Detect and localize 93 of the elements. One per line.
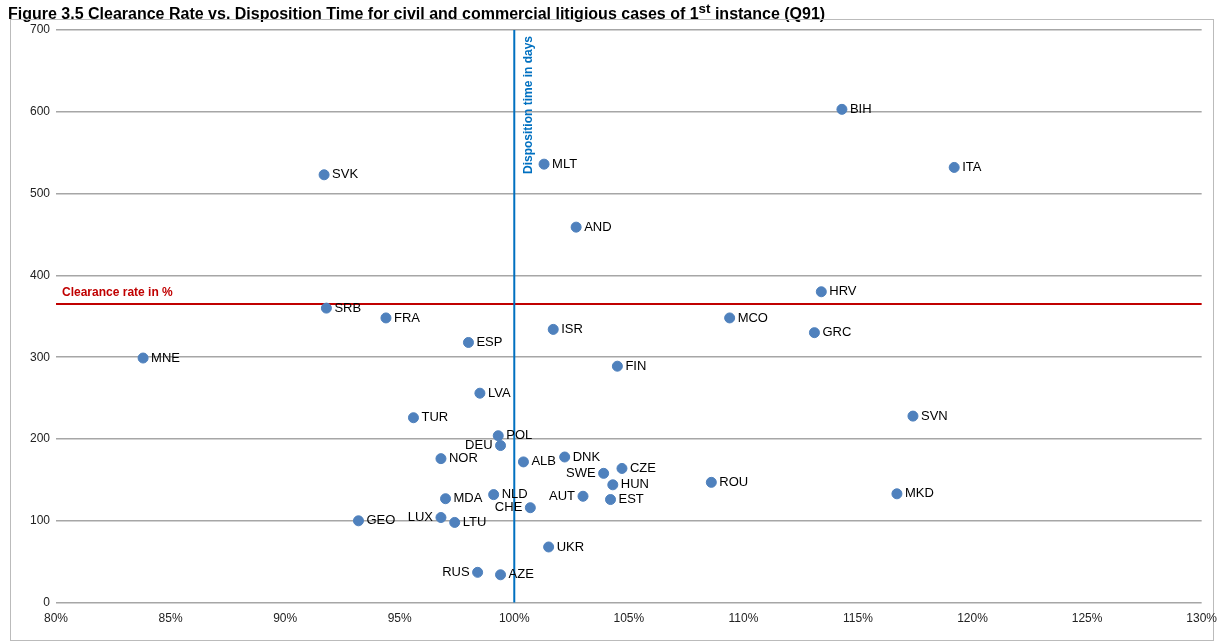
point <box>318 169 330 181</box>
series-label: SVK <box>332 166 359 182</box>
point <box>462 336 474 348</box>
point <box>435 512 447 524</box>
y-tick-label: 500 <box>29 185 51 200</box>
point <box>517 456 529 468</box>
series-label: HRV <box>829 283 857 299</box>
point <box>607 479 619 491</box>
y-tick-label: 400 <box>29 267 51 282</box>
point <box>538 158 550 170</box>
point <box>380 312 392 324</box>
x-tick-label: 115% <box>843 611 874 626</box>
point <box>495 569 507 581</box>
y-tick-label: 0 <box>43 594 51 609</box>
series-label: SVN <box>920 407 948 423</box>
ref-line-label: Disposition time in days <box>520 35 535 175</box>
x-tick-label: 100% <box>498 611 530 626</box>
series-label: MDA <box>453 490 483 506</box>
series-label: GEO <box>366 512 396 528</box>
x-tick-label: 80% <box>44 611 69 626</box>
series-label: ITA <box>962 159 982 174</box>
series-label: SWE <box>566 464 596 480</box>
series-label: NOR <box>448 450 478 466</box>
series-label: MLT <box>552 155 578 171</box>
point <box>352 515 364 527</box>
series-label: FRA <box>393 309 421 325</box>
series-label: BIH <box>849 100 872 116</box>
y-tick-label: 600 <box>29 104 51 119</box>
series-label: MKD <box>904 485 934 501</box>
series-label: FIN <box>625 357 647 373</box>
point <box>472 566 484 578</box>
point <box>907 410 919 422</box>
series-label: ESP <box>476 334 503 350</box>
y-tick-label: 100 <box>29 513 51 528</box>
series-label: AUT <box>549 487 576 503</box>
point <box>808 327 820 339</box>
series-label: CZE <box>629 460 657 476</box>
point <box>474 387 486 399</box>
x-tick-label: 95% <box>387 611 413 626</box>
ref-line-label: Clearance rate in % <box>62 285 174 300</box>
point <box>891 488 903 500</box>
point <box>616 462 628 474</box>
chart-title: Figure 3.5 Clearance Rate vs. Disposition Time for civil and commercial litigious cases of 1$^{st}$ instance (Q91) <box>8 0 827 24</box>
point <box>449 516 461 528</box>
series-label: LVA <box>487 384 511 400</box>
y-tick-label: 300 <box>29 349 51 364</box>
series-label: ROU <box>719 473 749 489</box>
x-tick-label: 85% <box>158 611 183 626</box>
x-tick-label: 90% <box>273 611 298 626</box>
x-tick-label: 120% <box>957 611 989 626</box>
point <box>547 323 559 335</box>
point <box>705 476 717 488</box>
series-label: RUS <box>442 563 470 579</box>
series-label: DNK <box>572 448 601 464</box>
point <box>524 502 536 514</box>
point <box>407 412 419 424</box>
series-label: ALB <box>531 453 557 469</box>
point <box>137 352 149 364</box>
point <box>495 440 507 452</box>
point <box>948 161 960 173</box>
series-label: MCO <box>737 309 768 325</box>
series-label: GRC <box>822 324 852 340</box>
series-label: EST <box>618 491 644 507</box>
point <box>605 494 617 506</box>
series-label: ISR <box>561 320 583 336</box>
x-tick-label: 110% <box>728 611 759 626</box>
point <box>611 360 623 372</box>
point <box>570 221 582 233</box>
point <box>815 286 827 298</box>
y-tick-label: 200 <box>29 431 51 446</box>
point <box>724 312 736 324</box>
point <box>836 103 848 115</box>
x-tick-label: 105% <box>613 611 645 626</box>
point <box>320 302 332 314</box>
point <box>435 453 447 465</box>
series-label: UKR <box>556 538 585 554</box>
point <box>559 451 571 463</box>
series-label: TUR <box>421 409 449 425</box>
series-label: LUX <box>407 509 434 525</box>
series-label: MNE <box>151 349 181 365</box>
point <box>577 490 589 502</box>
point <box>492 430 504 442</box>
x-tick-label: 125% <box>1071 611 1103 626</box>
x-tick-label: 130% <box>1186 611 1218 626</box>
point <box>440 493 452 505</box>
point <box>488 489 500 501</box>
point <box>598 467 610 479</box>
y-tick-label: 700 <box>29 22 51 37</box>
series-label: DEU <box>465 437 493 453</box>
series-label: HUN <box>620 476 649 492</box>
series-label: LTU <box>462 514 487 530</box>
point <box>543 541 555 553</box>
series-label: AND <box>584 218 612 234</box>
